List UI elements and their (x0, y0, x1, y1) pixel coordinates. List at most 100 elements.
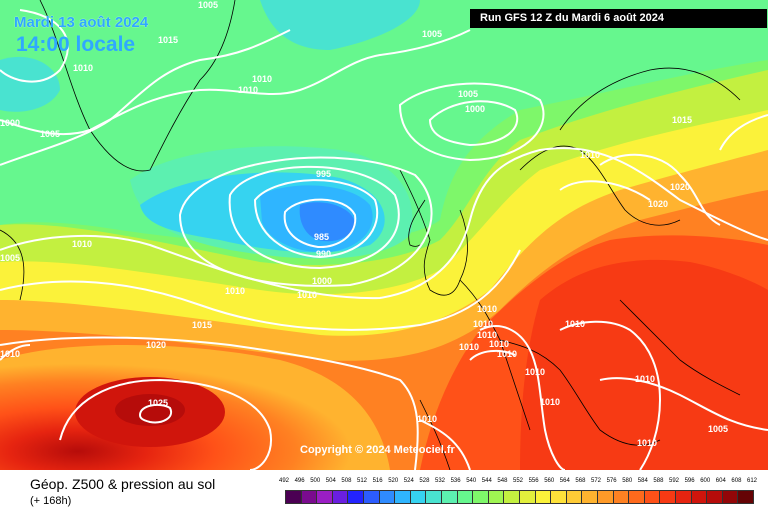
weather-map: 1005 1015 1010 1010 1010 1000 1005 1005 … (0, 0, 768, 470)
legend-swatch (300, 490, 318, 504)
legend-tick-label: 496 (294, 478, 305, 484)
legend-swatch (472, 490, 489, 504)
isobar-label: 990 (316, 249, 331, 259)
legend-swatch (565, 490, 583, 504)
legend-tick-label: 540 (466, 478, 477, 484)
isobars (0, 9, 768, 470)
isobar-label: 1010 (73, 63, 93, 73)
legend-tick-label: 548 (497, 478, 508, 484)
isobar-label: 1005 (198, 0, 218, 10)
isobar-label: 1000 (465, 104, 485, 114)
copyright-notice: Copyright © 2024 Meteociel.fr (300, 444, 455, 456)
isobar-label: 1010 (635, 374, 655, 384)
isobar-label: 1010 (417, 414, 437, 424)
legend-swatch (643, 490, 661, 504)
isobar-label: 1005 (40, 129, 60, 139)
legend-tick-label: 580 (622, 478, 633, 484)
legend-swatch (347, 490, 364, 504)
legend-swatch (675, 490, 692, 504)
legend-swatch (612, 490, 630, 504)
legend-tick-label: 560 (544, 478, 555, 484)
isobar-labels: 1005 1015 1010 1010 1010 1000 1005 1005 … (0, 0, 728, 448)
legend-tick-label: 512 (357, 478, 368, 484)
legend-swatch (597, 490, 614, 504)
footer: Géop. Z500 & pression au sol (+ 168h) 49… (0, 470, 768, 512)
legend-tick-label: 492 (279, 478, 290, 484)
legend-tick-label: 608 (731, 478, 742, 484)
isobar-label: 1010 (252, 74, 272, 84)
isobar-label: 1015 (192, 320, 212, 330)
isobar-label: 1015 (672, 115, 692, 125)
legend-swatch (425, 490, 442, 504)
isobar-label: 1025 (148, 398, 168, 408)
legend-swatch (534, 490, 552, 504)
legend-swatch (706, 490, 723, 504)
legend-swatch (331, 490, 349, 504)
legend-tick-label: 612 (747, 478, 758, 484)
isobar-label: 1010 (477, 304, 497, 314)
legend-tick-label: 576 (606, 478, 617, 484)
legend-swatch (378, 490, 396, 504)
legend-swatch (721, 490, 739, 504)
model-run-banner: Run GFS 12 Z du Mardi 6 août 2024 (470, 9, 767, 28)
legend-tick-label: 508 (341, 478, 352, 484)
legend-swatch (285, 490, 302, 504)
isobar-label: 1010 (238, 85, 258, 95)
forecast-date: Mardi 13 août 2024 (14, 14, 149, 31)
legend-swatch (550, 490, 567, 504)
legend-tick-label: 536 (450, 478, 461, 484)
legend-swatch (487, 490, 505, 504)
legend-tick-label: 588 (653, 478, 664, 484)
isobar-label: 1005 (422, 29, 442, 39)
legend-tick-label: 600 (700, 478, 711, 484)
legend-swatch (503, 490, 520, 504)
legend-tick-label: 520 (388, 478, 399, 484)
isobar-label: 1015 (158, 35, 178, 45)
forecast-time: 14:00 locale (16, 33, 136, 56)
isobar-label: 1010 (565, 319, 585, 329)
legend-tick-label: 528 (419, 478, 430, 484)
map-title: Géop. Z500 & pression au sol (30, 476, 216, 492)
legend-swatch (690, 490, 708, 504)
legend-swatch (394, 490, 411, 504)
legend-swatch (737, 490, 754, 504)
isobar-label: 1020 (146, 340, 166, 350)
legend-tick-label: 552 (513, 478, 524, 484)
legend-tick-label: 516 (372, 478, 383, 484)
isobar-label: 1010 (525, 367, 545, 377)
legend-tick-label: 592 (669, 478, 680, 484)
legend-swatch (628, 490, 645, 504)
legend-tick-label: 524 (403, 478, 414, 484)
legend-tick-label: 596 (684, 478, 695, 484)
isobar-label: 1010 (540, 397, 560, 407)
isobar-label: 1005 (458, 89, 478, 99)
isobar-label: 1020 (670, 182, 690, 192)
legend-tick-label: 572 (591, 478, 602, 484)
legend-tick-label: 564 (559, 478, 570, 484)
isobar-label: 995 (316, 169, 331, 179)
isobar-label: 1010 (477, 330, 497, 340)
legend-swatch (456, 490, 474, 504)
legend-swatch (659, 490, 676, 504)
legend-tick-label: 556 (528, 478, 539, 484)
isobar-label: 1010 (580, 150, 600, 160)
isobar-label: 1010 (473, 319, 493, 329)
legend-tick-label: 568 (575, 478, 586, 484)
legend-swatch (363, 490, 380, 504)
isobar-label: 1010 (0, 349, 20, 359)
isobar-label: 1010 (637, 438, 657, 448)
isobar-label: 1010 (497, 349, 517, 359)
isobar-label: 1005 (708, 424, 728, 434)
isobar-label: 985 (314, 232, 329, 242)
legend-swatch (581, 490, 598, 504)
isobar-label: 1005 (0, 253, 20, 263)
legend-tick-label: 500 (310, 478, 321, 484)
map-canvas: 1005 1015 1010 1010 1010 1000 1005 1005 … (0, 0, 768, 470)
forecast-lead-time: (+ 168h) (30, 495, 72, 507)
legend-tick-label: 532 (435, 478, 446, 484)
isobar-label: 1000 (312, 276, 332, 286)
legend-tick-label: 604 (715, 478, 726, 484)
legend-swatch (441, 490, 458, 504)
legend-tick-label: 544 (481, 478, 492, 484)
legend-swatch (409, 490, 427, 504)
